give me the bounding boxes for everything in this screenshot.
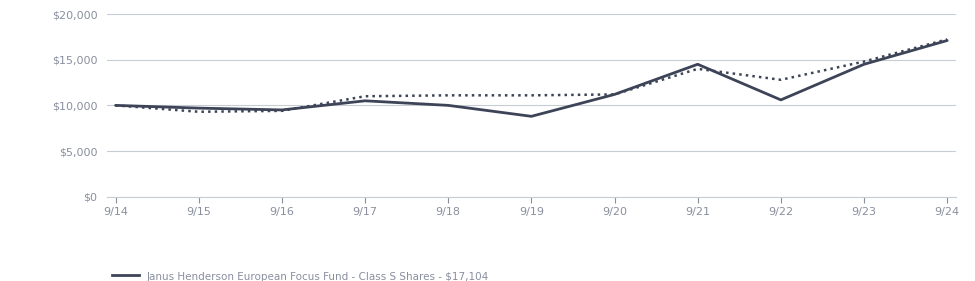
Legend: Janus Henderson European Focus Fund - Class S Shares - $17,104, MSCI Europe Inde: Janus Henderson European Focus Fund - Cl… bbox=[112, 271, 489, 281]
